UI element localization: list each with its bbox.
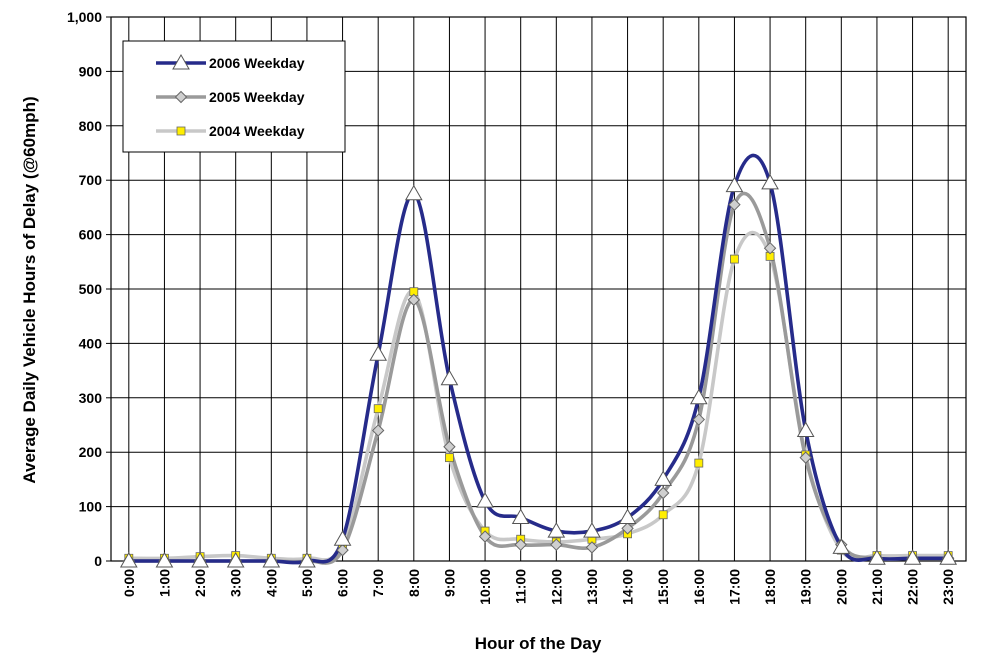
legend-label: 2005 Weekday [209,89,305,105]
x-tick-label: 4:00 [263,569,279,597]
marker-diamond [799,451,812,464]
marker-triangle [440,369,459,386]
marker-triangle [583,522,601,538]
marker-triangle [939,549,958,565]
marker-square [694,458,704,468]
marker-square [730,254,739,264]
x-tick-label: 5:00 [299,569,315,597]
marker-diamond [407,293,421,307]
x-tick-label: 6:00 [335,569,351,597]
marker-diamond [763,241,777,255]
marker-triangle [654,470,673,486]
x-tick-label: 13:00 [584,569,600,605]
marker-diamond [174,90,188,104]
y-tick-label: 300 [79,390,103,406]
x-tick-label: 16:00 [691,569,707,605]
x-tick-label: 7:00 [370,569,386,597]
x-tick-label: 2:00 [192,569,208,597]
marker-triangle [761,173,779,190]
marker-triangle [868,549,886,565]
marker-square [176,126,186,136]
x-tick-label: 3:00 [228,569,244,597]
x-tick-label: 20:00 [833,569,849,605]
y-tick-label: 200 [79,444,103,460]
y-tick-label: 800 [79,118,103,134]
marker-triangle [511,508,530,524]
x-tick-label: 14:00 [620,569,636,605]
x-tick-label: 11:00 [513,569,529,604]
marker-triangle [903,549,922,565]
marker-diamond [585,541,599,554]
x-axis-title: Hour of the Day [475,634,602,653]
series-markers [119,173,958,568]
y-tick-label: 700 [79,172,103,188]
x-tick-label: 18:00 [762,569,778,605]
marker-triangle [155,551,174,568]
x-tick-label: 9:00 [441,569,457,597]
marker-triangle [262,551,281,568]
marker-triangle [172,53,190,70]
marker-diamond [728,198,741,211]
marker-diamond [371,424,385,437]
marker-triangle [618,508,637,524]
x-tick-label: 19:00 [798,569,814,605]
x-tick-label: 12:00 [548,569,564,605]
y-axis-tick-labels: 0 100 200 300 400 500 600 700 800 900 1,000 [67,9,111,569]
y-tick-label: 100 [79,499,103,515]
x-tick-label: 10:00 [477,569,493,605]
marker-triangle [226,551,245,568]
y-tick-label: 1,000 [67,9,102,25]
marker-triangle [689,388,708,405]
marker-diamond [656,486,670,500]
marker-square [373,404,383,414]
x-tick-label: 8:00 [406,569,422,597]
y-tick-label: 900 [79,63,103,79]
x-tick-label: 17:00 [726,569,742,605]
legend: 2006 Weekday 2005 Weekday 2004 Weekday [122,40,346,153]
x-tick-label: 23:00 [940,569,956,605]
legend-label: 2004 Weekday [209,123,305,139]
y-tick-label: 500 [79,281,103,297]
x-tick-label: 15:00 [655,569,671,605]
marker-triangle [725,176,744,193]
x-tick-label: 22:00 [905,569,921,605]
marker-diamond [550,538,563,551]
legend-label: 2006 Weekday [209,55,305,71]
marker-square [658,510,668,520]
x-tick-label: 21:00 [869,569,885,605]
marker-triangle [476,492,494,508]
series-line [128,153,949,565]
marker-diamond [514,538,527,551]
y-tick-label: 0 [94,553,102,569]
y-axis-title: Average Daily Vehicle Hours of Delay (@6… [20,96,39,483]
x-axis-tick-labels: 0:00 1:00 2:00 3:00 4:00 5:00 6:00 7:00 8:00 9:00… [121,569,956,605]
marker-triangle [547,522,566,538]
marker-triangle [832,538,851,554]
marker-triangle [298,551,316,568]
marker-diamond [336,543,349,557]
marker-triangle [796,421,815,437]
marker-triangle [191,551,209,568]
y-tick-label: 600 [79,227,103,243]
y-tick-label: 400 [79,335,103,351]
x-tick-label: 0:00 [121,569,137,597]
marker-diamond [443,440,456,453]
marker-triangle [333,530,352,546]
marker-diamond [621,522,634,535]
x-tick-label: 1:00 [156,569,172,597]
marker-triangle [404,184,423,201]
marker-diamond [692,413,706,426]
marker-diamond [478,530,492,543]
marker-square [445,453,454,463]
marker-triangle [369,345,388,361]
marker-triangle [119,551,138,568]
